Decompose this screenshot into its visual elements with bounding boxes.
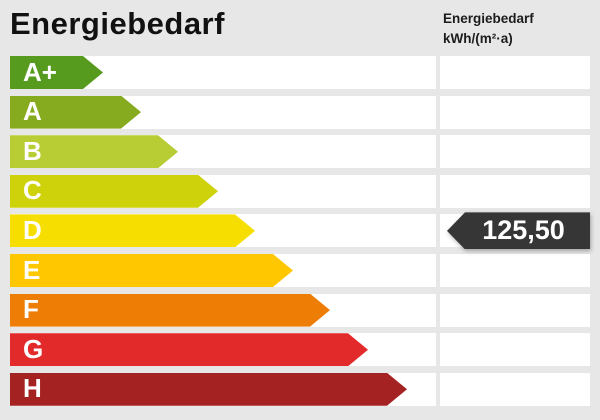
value-cell — [440, 174, 590, 208]
value-cell — [440, 56, 590, 89]
energy-class-arrow-h: H — [10, 373, 407, 406]
scale-row: B — [0, 135, 600, 169]
unit-header-line2: kWh/(m²·a) — [443, 31, 513, 46]
scale-row: F — [0, 293, 600, 327]
value-cell — [440, 293, 590, 327]
scale-row: A+ — [0, 56, 600, 89]
energy-class-arrow-c: C — [10, 175, 218, 208]
energy-class-arrow-b: B — [10, 135, 178, 168]
energy-class-arrow-g: G — [10, 333, 368, 366]
energy-class-label: F — [23, 294, 39, 325]
energy-class-label: G — [23, 333, 44, 364]
energy-class-arrow-f: F — [10, 294, 330, 327]
value-cell — [440, 333, 590, 367]
scale-row: G — [0, 333, 600, 367]
energy-class-arrow-a: A — [10, 96, 141, 129]
energy-class-label: B — [23, 135, 42, 166]
energy-class-arrow-d: D — [10, 214, 255, 247]
scale-row: E — [0, 254, 600, 287]
value-indicator-tag: 125,50 — [447, 212, 590, 250]
energy-class-label: D — [23, 214, 42, 245]
energy-class-label: E — [23, 254, 41, 285]
value-indicator-text: 125,50 — [482, 215, 565, 246]
value-cell — [440, 135, 590, 169]
energy-class-label: A — [23, 96, 42, 127]
scale-row: H — [0, 372, 600, 406]
unit-header: Energiebedarf kWh/(m²·a) — [443, 9, 534, 49]
unit-header-line1: Energiebedarf — [443, 11, 534, 26]
energy-class-label: C — [23, 175, 42, 206]
scale-row: C — [0, 174, 600, 208]
energy-class-arrow-a-plus: A+ — [10, 56, 103, 89]
energy-class-label: H — [23, 373, 42, 404]
value-cell — [440, 95, 590, 129]
energy-class-arrow-e: E — [10, 254, 293, 287]
scale-row: A — [0, 95, 600, 129]
value-cell — [440, 372, 590, 406]
page-title: Energiebedarf — [10, 6, 225, 41]
value-cell — [440, 254, 590, 287]
energy-class-label: A+ — [23, 56, 57, 87]
